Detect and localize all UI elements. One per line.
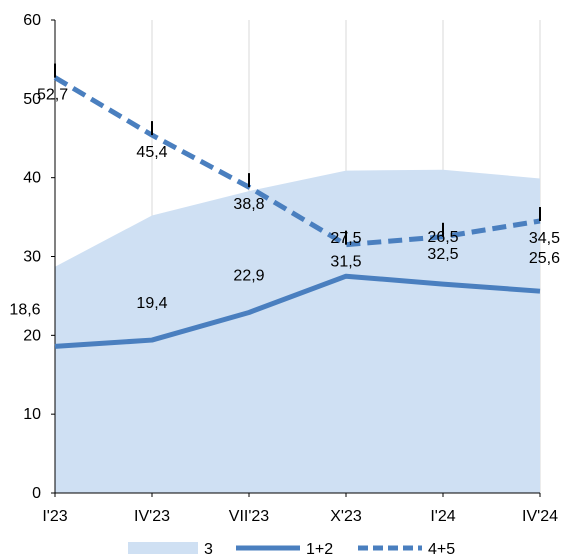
- data-label-1+2: 19,4: [136, 295, 167, 312]
- data-label-1+2: 18,6: [9, 301, 40, 318]
- data-label-4+5: 52,7: [37, 87, 68, 104]
- legend-swatch-3: [128, 542, 198, 554]
- y-tick-label: 30: [23, 249, 41, 266]
- data-label-1+2: 22,9: [233, 267, 264, 284]
- data-labels: 52,7 45,4 38,8 31,5 32,5 34,5 18,6 19,4 22,9 27,5…: [9, 63, 560, 318]
- y-tick-label: 50: [23, 91, 41, 108]
- data-label-4+5: 34,5: [529, 230, 560, 247]
- legend-label-4+5: 4+5: [428, 541, 455, 556]
- x-tick-label: VII'23: [229, 508, 270, 525]
- area-layer: [55, 169, 540, 494]
- y-tick-label: 20: [23, 327, 41, 344]
- data-label-1+2: 25,6: [529, 250, 560, 267]
- data-label-1+2: 27,5: [330, 230, 361, 247]
- x-tick-label: I'23: [42, 508, 67, 525]
- line-series-4+5: [53, 75, 541, 248]
- data-label-4+5: 45,4: [136, 144, 167, 161]
- legend-label-1+2: 1+2: [306, 541, 333, 556]
- area-series-3: [55, 169, 540, 494]
- x-tick-label: IV'24: [522, 508, 558, 525]
- y-tick-label: 10: [23, 406, 41, 423]
- data-label-4+5: 31,5: [330, 254, 361, 271]
- y-tick-label: 60: [23, 12, 41, 29]
- line-series-1+2: [54, 273, 541, 349]
- legend-label-3: 3: [204, 541, 213, 556]
- lines-layer: [53, 75, 541, 349]
- y-tick-label: 0: [32, 485, 41, 502]
- x-tick-label: IV'23: [134, 508, 170, 525]
- data-label-4+5: 32,5: [427, 246, 458, 263]
- x-tick-label: I'24: [430, 508, 455, 525]
- data-label-4+5: 38,8: [233, 196, 264, 213]
- x-tick-label: X'23: [330, 508, 362, 525]
- legend: 3 1+2 4+5: [128, 541, 455, 556]
- axes: 0 10 20 30 40 50 60 I'23 IV'23 VII'23 X'23 I'24 IV'2…: [23, 12, 558, 525]
- data-label-1+2: 26,5: [427, 229, 458, 246]
- y-tick-label: 40: [23, 170, 41, 187]
